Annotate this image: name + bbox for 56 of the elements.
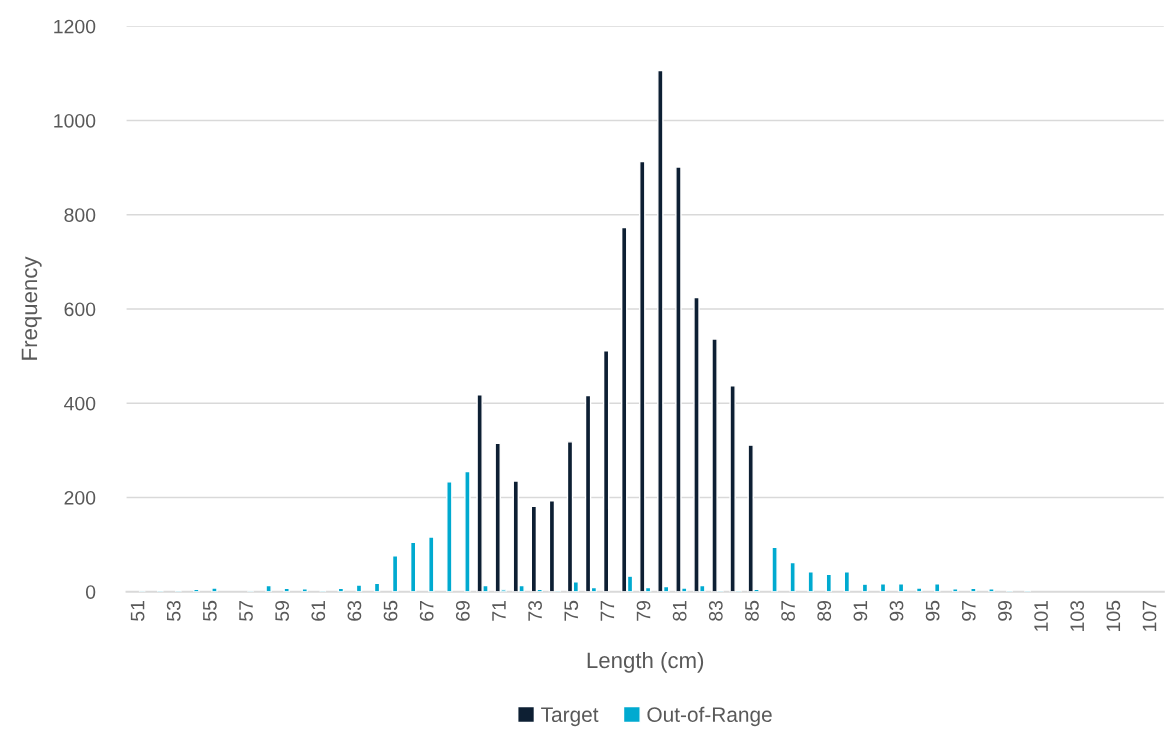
x-tick-label: 101 [1034,600,1048,631]
x-tick-label: 91 [853,600,868,621]
x-tick-label: 59 [275,600,289,621]
x-tick-label: 99 [998,600,1012,621]
x-tick-label: 55 [203,600,217,621]
x-tick-label: 85 [745,600,759,621]
bar [265,584,272,592]
x-tick-label: 105 [1106,600,1121,631]
x-tick-label: 63 [347,600,362,621]
y-tick-label: 200 [64,490,96,505]
x-axis-title: Length (cm) [587,651,704,673]
x-tick-label: 83 [708,600,723,621]
x-tick-label: 65 [383,600,398,621]
y-tick-label: 400 [64,396,96,411]
bar [211,587,218,592]
bar [391,555,399,592]
bar [843,571,851,592]
x-tick-label: 81 [672,600,687,621]
x-tick-label: 69 [455,600,470,621]
bar [952,588,959,592]
bar [355,584,363,592]
legend-label: Target [541,707,599,727]
x-tick-label: 107 [1142,601,1157,631]
legend-label: Out-of-Range [647,706,772,727]
bar [988,588,995,592]
bar [446,481,453,592]
x-tick-label: 71 [492,600,506,621]
x-tick-label: 87 [781,601,795,621]
x-tick-label: 77 [600,601,615,621]
y-tick-label: 1200 [54,19,96,34]
x-tick-label: 89 [817,600,832,621]
bar [409,541,417,592]
x-tick-label: 103 [1070,600,1085,631]
y-tick-label: 0 [85,585,96,599]
y-tick-label: 800 [64,208,96,222]
x-tick-label: 93 [889,600,904,621]
x-tick-label: 97 [961,601,976,621]
x-tick-label: 67 [419,601,434,621]
y-tick-label: 1000 [54,113,96,128]
x-tick-label: 95 [925,600,940,621]
x-tick-label: 61 [311,600,326,621]
y-axis-title: Frequency [21,256,42,360]
bar [428,536,435,592]
x-tick-label: 57 [239,601,253,621]
x-tick-label: 79 [636,600,651,621]
bar [464,470,471,592]
bar [789,561,796,592]
x-tick-label: 51 [130,600,145,621]
x-tick-label: 73 [528,600,542,621]
bar [861,583,869,592]
x-tick-label: 75 [564,600,579,621]
bar [771,546,778,592]
bar [602,350,610,592]
bar [807,571,814,592]
x-tick-label: 53 [166,600,181,621]
y-tick-label: 600 [64,302,96,317]
